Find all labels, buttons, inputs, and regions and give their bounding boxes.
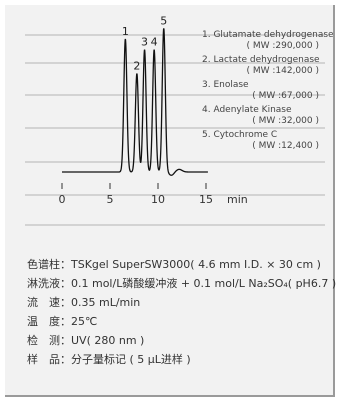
- figure-panel: 1 2 3 4 5 0 5 10 15 min 1. Glutamate dehydrogenase…: [5, 5, 335, 397]
- condition-value: 0.1 mol/L磷酸缓冲液 + 0.1 mol/L Na₂SO₄( pH6.7…: [71, 277, 336, 290]
- legend-entry-mw: ( MW :290,000 ): [246, 41, 319, 51]
- legend-entry-name: 1. Glutamate dehydrogenase: [202, 30, 333, 40]
- condition-value: 25℃: [71, 315, 97, 328]
- legend-entry-mw: ( MW :12,400 ): [252, 141, 319, 151]
- condition-label: 温 度: [27, 315, 60, 328]
- x-unit-label: min: [227, 193, 248, 206]
- condition-separator: ：: [60, 277, 71, 290]
- legend-entry-name: 3. Enolase: [202, 80, 249, 90]
- condition-label: 检 测: [27, 334, 60, 347]
- condition-separator: ：: [60, 353, 71, 366]
- legend-entry-mw: ( MW :67,000 ): [252, 91, 319, 101]
- x-tick-label: 10: [151, 193, 165, 206]
- x-tick-label: 15: [199, 193, 213, 206]
- legend-entry-name: 5. Cytochrome C: [202, 130, 277, 140]
- condition-row-sample: 样 品：分子量标记 ( 5 μL进样 ): [27, 350, 332, 369]
- condition-label: 流 速: [27, 296, 60, 309]
- peak-number-label: 3: [141, 36, 148, 49]
- peak-number-label: 1: [122, 25, 129, 38]
- conditions-list: 色谱柱：TSKgel SuperSW3000( 4.6 mm I.D. × 30…: [27, 255, 332, 369]
- condition-label: 样 品: [27, 353, 60, 366]
- condition-value: UV( 280 nm ): [71, 334, 144, 347]
- condition-value: TSKgel SuperSW3000( 4.6 mm I.D. × 30 cm …: [71, 258, 321, 271]
- condition-row-temperature: 温 度：25℃: [27, 312, 332, 331]
- legend-entry-name: 4. Adenylate Kinase: [202, 105, 292, 115]
- x-tick-label: 5: [107, 193, 114, 206]
- condition-label: 色谱柱: [27, 258, 60, 271]
- condition-row-flow-rate: 流 速：0.35 mL/min: [27, 293, 332, 312]
- legend-entry-mw: ( MW :142,000 ): [246, 66, 319, 76]
- peak-number-label: 2: [133, 60, 140, 73]
- condition-separator: ：: [60, 296, 71, 309]
- condition-separator: ：: [60, 258, 71, 271]
- condition-row-eluent: 淋洗液：0.1 mol/L磷酸缓冲液 + 0.1 mol/L Na₂SO₄( p…: [27, 274, 332, 293]
- condition-row-detection: 检 测：UV( 280 nm ): [27, 331, 332, 350]
- condition-value: 0.35 mL/min: [71, 296, 140, 309]
- condition-separator: ：: [60, 315, 71, 328]
- peak-number-label: 5: [160, 14, 167, 27]
- chromatogram-trace: [62, 28, 208, 175]
- condition-label: 淋洗液: [27, 277, 60, 290]
- peak-number-label: 4: [151, 36, 158, 49]
- x-tick-label: 0: [59, 193, 66, 206]
- legend-entry-mw: ( MW :32,000 ): [252, 116, 319, 126]
- condition-row-column: 色谱柱：TSKgel SuperSW3000( 4.6 mm I.D. × 30…: [27, 255, 332, 274]
- condition-separator: ：: [60, 334, 71, 347]
- legend-entry-name: 2. Lactate dehydrogenase: [202, 55, 320, 65]
- condition-value: 分子量标记 ( 5 μL进样 ): [71, 353, 191, 366]
